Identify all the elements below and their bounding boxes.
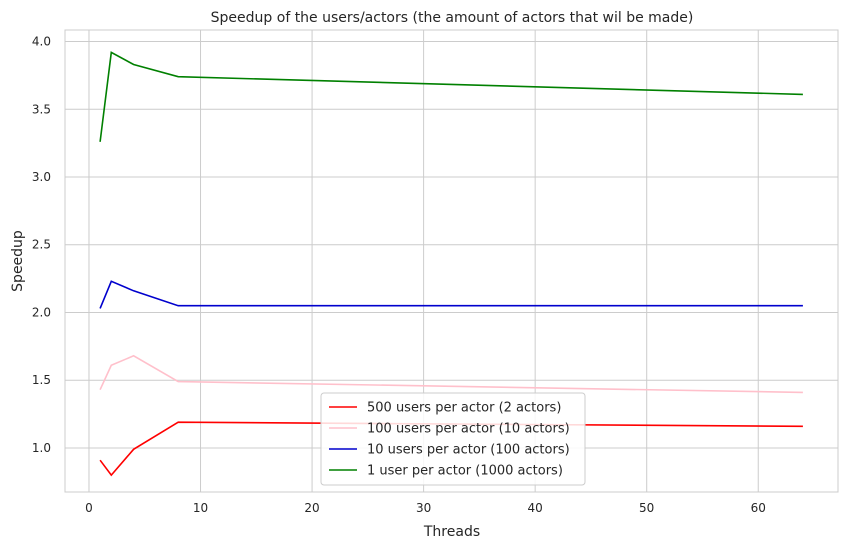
- x-tick-label: 50: [639, 501, 654, 515]
- series-lines: [99, 51, 803, 477]
- legend-entry: 500 users per actor (2 actors): [367, 401, 561, 416]
- x-tick-label: 60: [751, 501, 766, 515]
- x-tick-label: 30: [416, 501, 431, 515]
- chart-title: Speedup of the users/actors (the amount …: [211, 10, 694, 26]
- series-line: [99, 280, 803, 309]
- legend-box: [320, 392, 586, 486]
- legend: 500 users per actor (2 actors) 100 users …: [320, 392, 586, 486]
- y-tick-labels: 1.0 1.5 2.0 2.5 3.0 3.5 4.0: [32, 35, 51, 455]
- x-tick-label: 0: [85, 501, 93, 515]
- y-tick-label: 3.0: [32, 170, 51, 184]
- series-line: [99, 354, 803, 394]
- grid-lines: [65, 30, 838, 492]
- y-tick-label: 3.5: [32, 102, 51, 116]
- x-tick-label: 40: [528, 501, 543, 515]
- legend-entry: 1 user per actor (1000 actors): [367, 464, 563, 479]
- x-axis-label: Threads: [423, 524, 480, 540]
- y-tick-label: 1.5: [32, 373, 51, 387]
- y-tick-label: 1.0: [32, 441, 51, 455]
- y-tick-label: 4.0: [32, 35, 51, 49]
- x-tick-label: 10: [193, 501, 208, 515]
- series-line: [99, 51, 803, 142]
- y-tick-label: 2.0: [32, 305, 51, 319]
- x-tick-label: 20: [304, 501, 319, 515]
- y-axis-label: Speedup: [10, 230, 26, 292]
- legend-entry: 100 users per actor (10 actors): [367, 422, 570, 437]
- y-tick-label: 2.5: [32, 238, 51, 252]
- legend-entry: 10 users per actor (100 actors): [367, 443, 570, 458]
- x-tick-labels: 0 10 20 30 40 50 60: [85, 501, 766, 515]
